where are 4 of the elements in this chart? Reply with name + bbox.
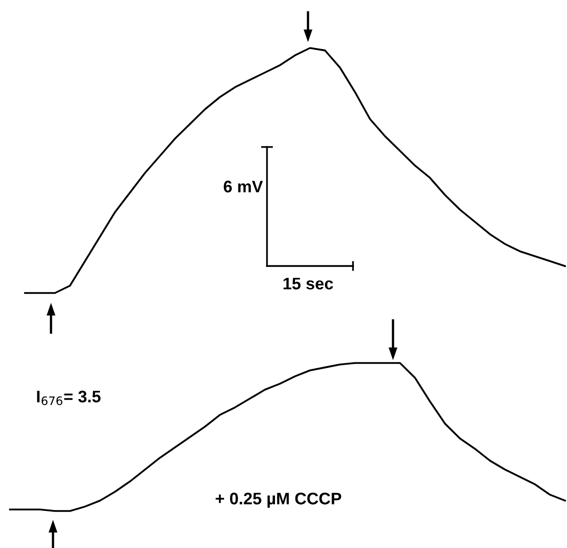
annotation: + 0.25 µM CCCP [216, 492, 342, 508]
annotation: 15 sec [284, 278, 334, 290]
annotation: 6 mV [224, 180, 263, 192]
annotation: I$_{676}$= 3.5 [37, 390, 101, 406]
